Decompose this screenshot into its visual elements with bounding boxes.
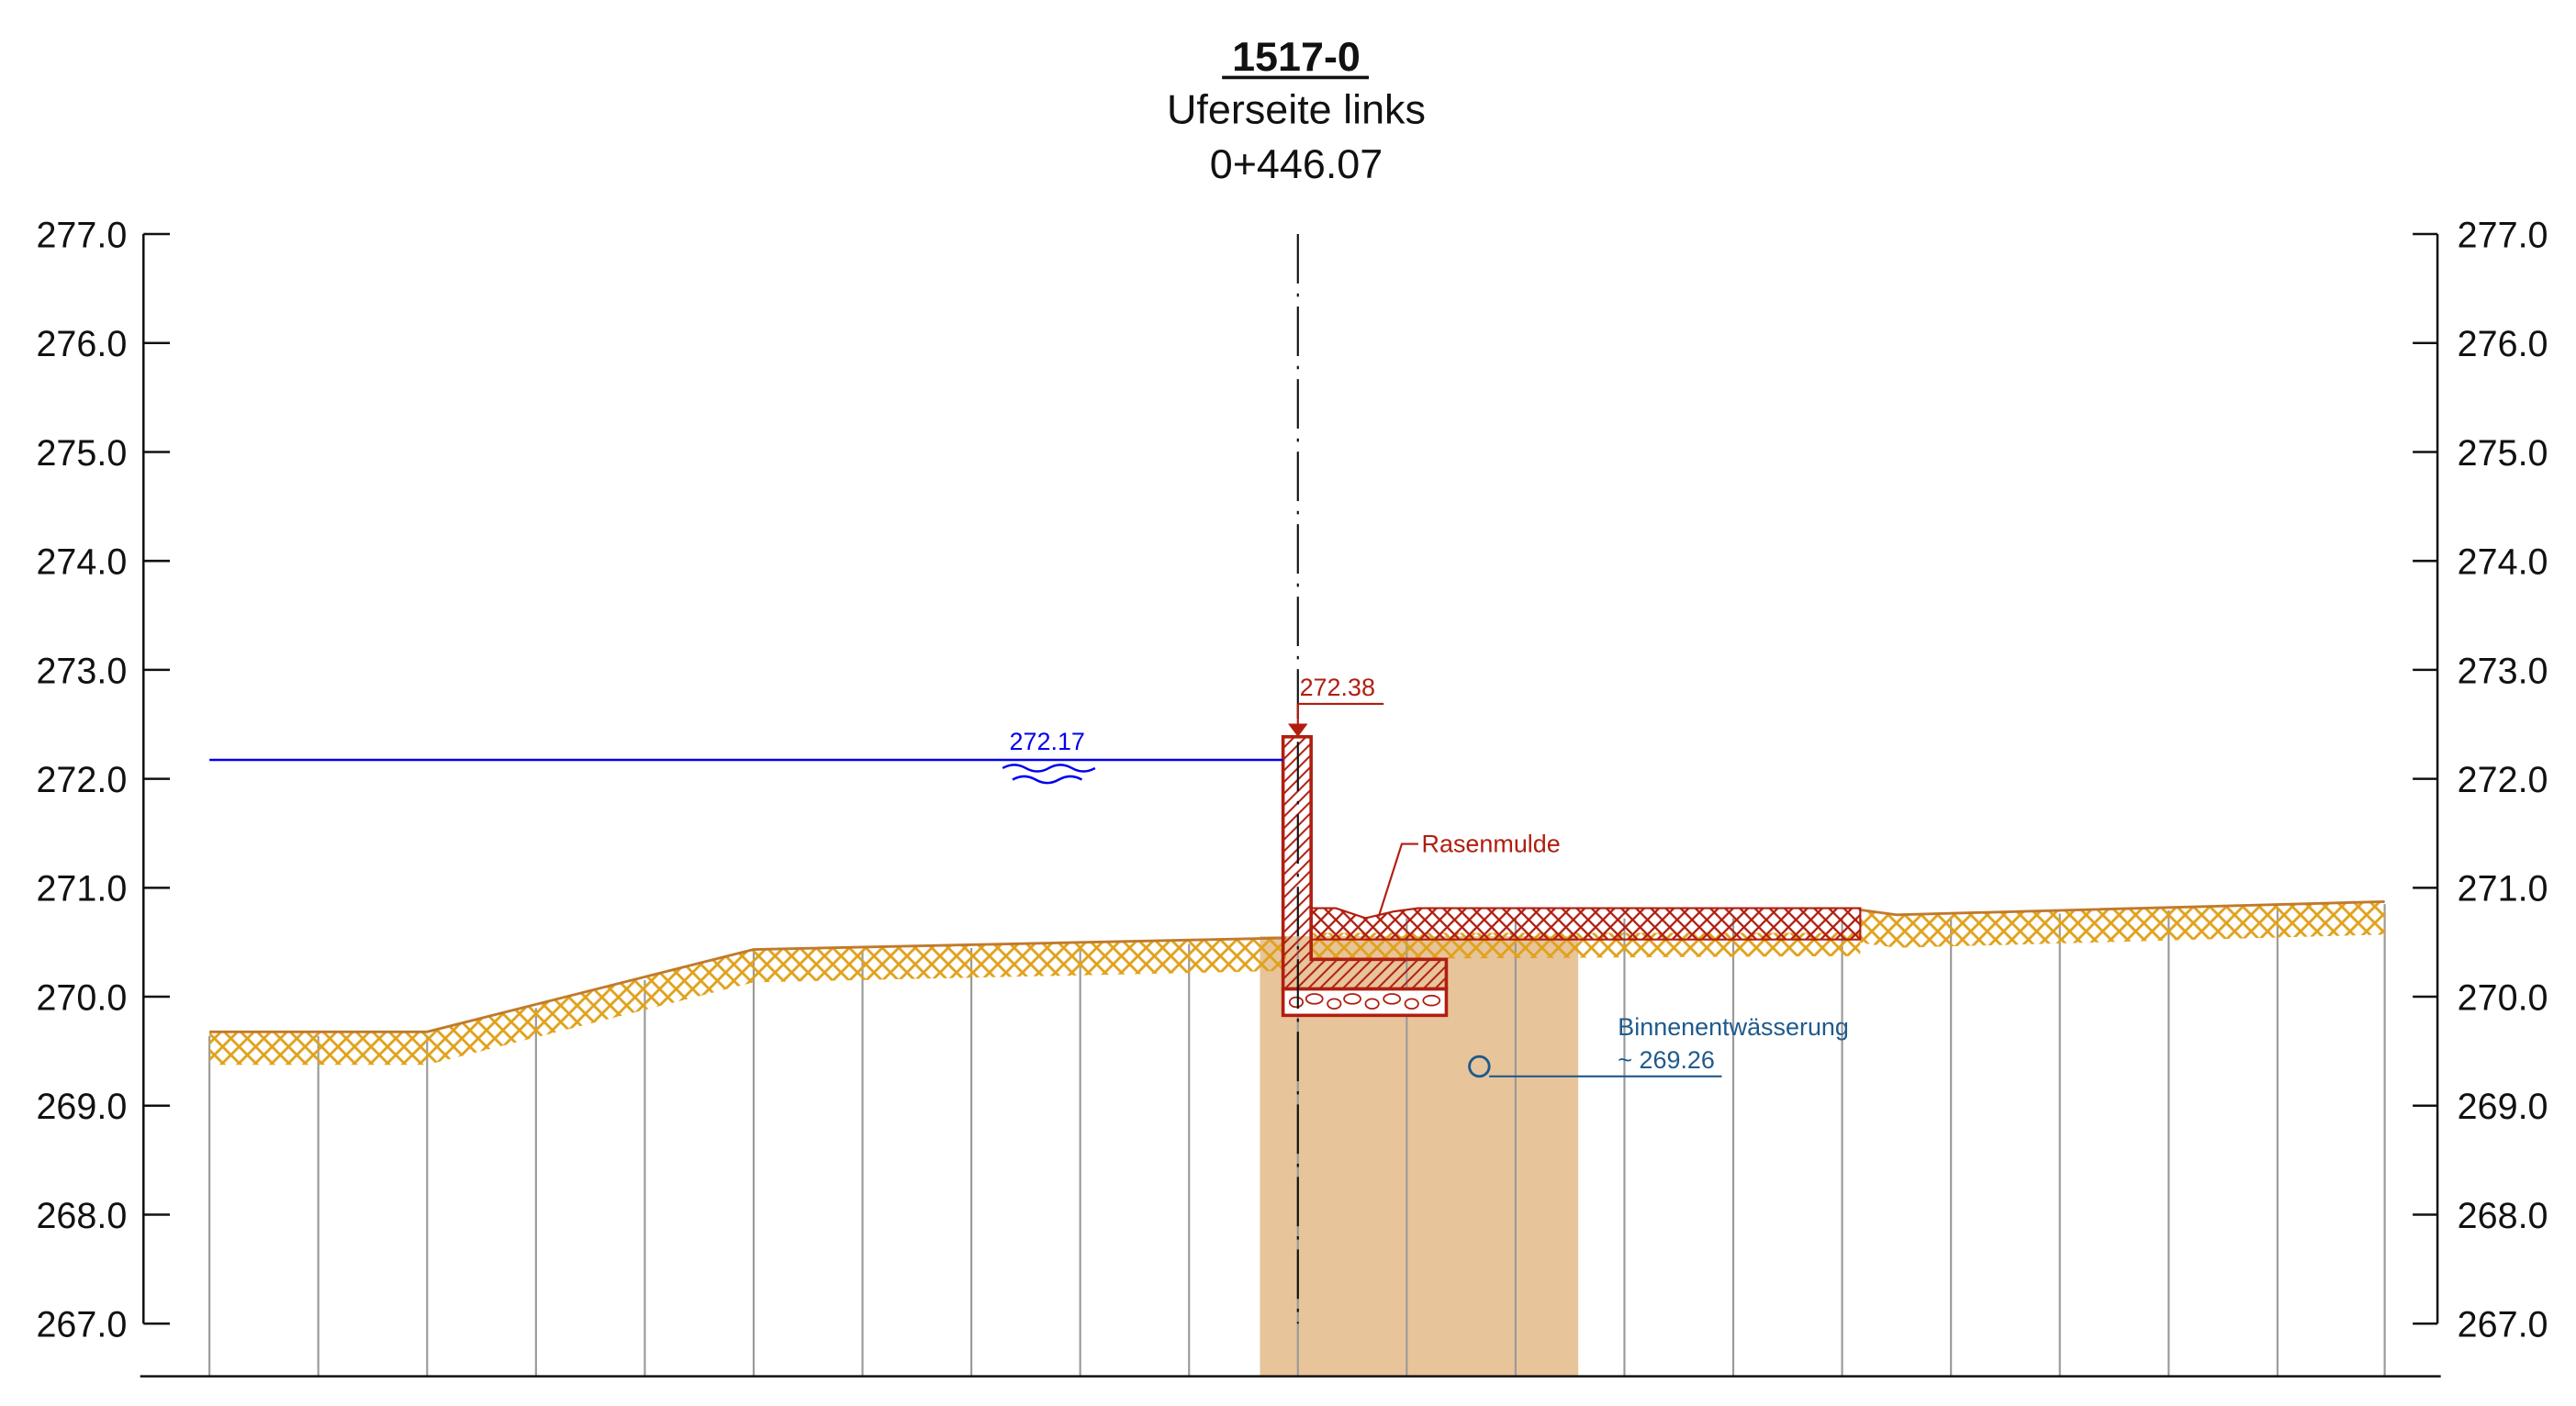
ground-hatch-left <box>209 937 1287 1066</box>
right-tick-label: 268.0 <box>2458 1196 2548 1236</box>
ground-line-right <box>1860 899 2385 917</box>
left-tick-label: 271.0 <box>36 869 127 909</box>
left-tick-label: 273.0 <box>36 651 127 691</box>
drainage-label: Binnenentwässerung <box>1618 1013 1849 1041</box>
right-tick-label: 267.0 <box>2458 1305 2548 1345</box>
right-tick-label: 272.0 <box>2458 760 2548 800</box>
wall-top-arrow-icon <box>1288 723 1308 737</box>
swale-label: Rasenmulde <box>1422 831 1561 858</box>
wall-top-label: 272.38 <box>1300 674 1375 701</box>
right-tick-label: 277.0 <box>2458 215 2548 255</box>
vertical-section-lines <box>208 904 2386 1377</box>
left-tick-label: 274.0 <box>36 542 127 583</box>
right-tick-label: 269.0 <box>2458 1087 2548 1127</box>
water-wave-icon <box>1002 764 1096 785</box>
drainage-pipe-icon <box>1468 1054 1491 1078</box>
right-tick-label: 276.0 <box>2458 324 2548 364</box>
elevation-ticks: 277.0 277.0 276.0 276.0 275.0 275.0 274.0 274.0… <box>36 215 2548 1345</box>
right-tick-label: 273.0 <box>2458 651 2548 691</box>
swale-leader <box>1377 842 1418 917</box>
right-tick-label: 270.0 <box>2458 977 2548 1018</box>
drawing-subtitle: Uferseite links <box>1167 86 1426 133</box>
swale-layer <box>1310 907 1862 941</box>
left-tick-label: 277.0 <box>36 215 127 255</box>
left-tick-label: 267.0 <box>36 1305 127 1345</box>
ground-line-left <box>209 936 1287 1033</box>
right-tick-label: 275.0 <box>2458 433 2548 474</box>
gravel-bedding <box>1281 987 1449 1018</box>
gravel-stones <box>1288 993 1441 1010</box>
right-tick-label: 271.0 <box>2458 869 2548 909</box>
left-tick-label: 268.0 <box>36 1196 127 1236</box>
left-tick-label: 270.0 <box>36 977 127 1018</box>
drawing-title: 1517-0 <box>1232 33 1361 80</box>
left-tick-label: 269.0 <box>36 1087 127 1127</box>
left-tick-label: 272.0 <box>36 760 127 800</box>
left-tick-label: 275.0 <box>36 433 127 474</box>
drawing-station: 0+446.07 <box>1210 140 1383 187</box>
drainage-value: ~ 269.26 <box>1618 1046 1715 1074</box>
left-tick-label: 276.0 <box>36 324 127 364</box>
water-level-label: 272.17 <box>1010 728 1085 755</box>
right-tick-label: 274.0 <box>2458 542 2548 583</box>
